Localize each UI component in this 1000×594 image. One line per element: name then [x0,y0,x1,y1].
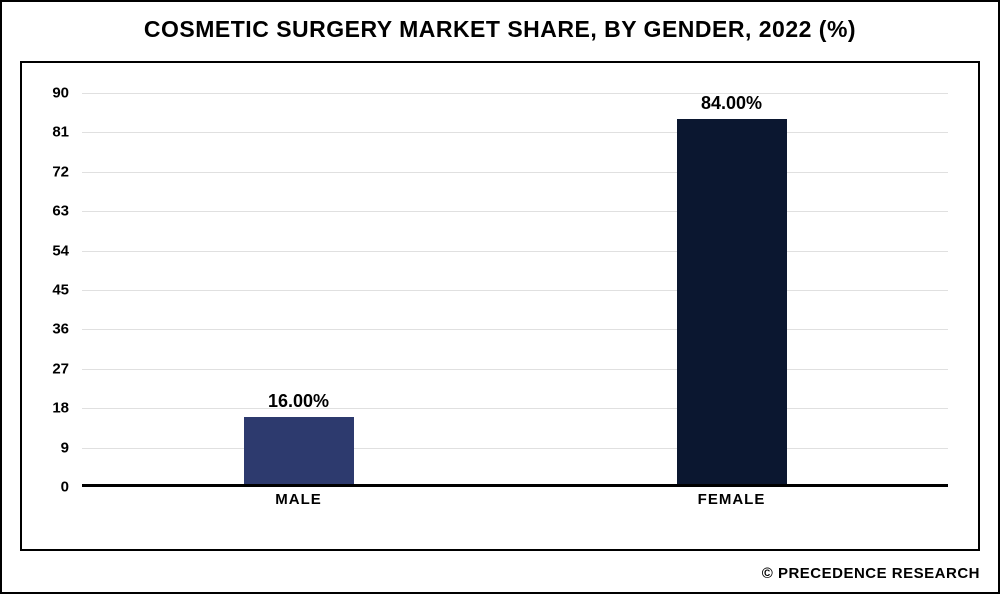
bar-value-label: 16.00% [199,391,399,412]
y-axis: 09182736455463728190 [22,93,77,487]
bar: 16.00% [244,417,354,487]
y-tick-label: 9 [61,439,69,456]
footer-credit: © PRECEDENCE RESEARCH [2,561,998,592]
y-tick-label: 45 [52,282,69,299]
title-bar: COSMETIC SURGERY MARKET SHARE, BY GENDER… [2,2,998,53]
chart-container: COSMETIC SURGERY MARKET SHARE, BY GENDER… [0,0,1000,594]
y-tick-label: 18 [52,400,69,417]
chart-title: COSMETIC SURGERY MARKET SHARE, BY GENDER… [2,16,998,43]
y-tick-label: 54 [52,242,69,259]
bar-slot: 84.00% [515,93,948,487]
y-tick-label: 0 [61,479,69,496]
bar-slot: 16.00% [82,93,515,487]
chart-frame: 0 9 18 27 36 45 54 63 72 81 90 16.00% 84.00% MALEFE… [20,61,980,551]
y-tick-label: 27 [52,360,69,377]
plot-area: 16.00% 84.00% [82,93,948,487]
y-tick-label: 81 [52,124,69,141]
x-axis: MALEFEMALE [82,491,948,521]
y-tick-label: 63 [52,203,69,220]
bar-value-label: 84.00% [632,93,832,114]
x-tick-label: FEMALE [515,491,948,521]
baseline [82,484,948,487]
bar: 84.00% [677,119,787,487]
y-tick-label: 36 [52,321,69,338]
y-tick-label: 90 [52,85,69,102]
x-tick-label: MALE [82,491,515,521]
y-tick-label: 72 [52,163,69,180]
bars-group: 16.00% 84.00% [82,93,948,487]
